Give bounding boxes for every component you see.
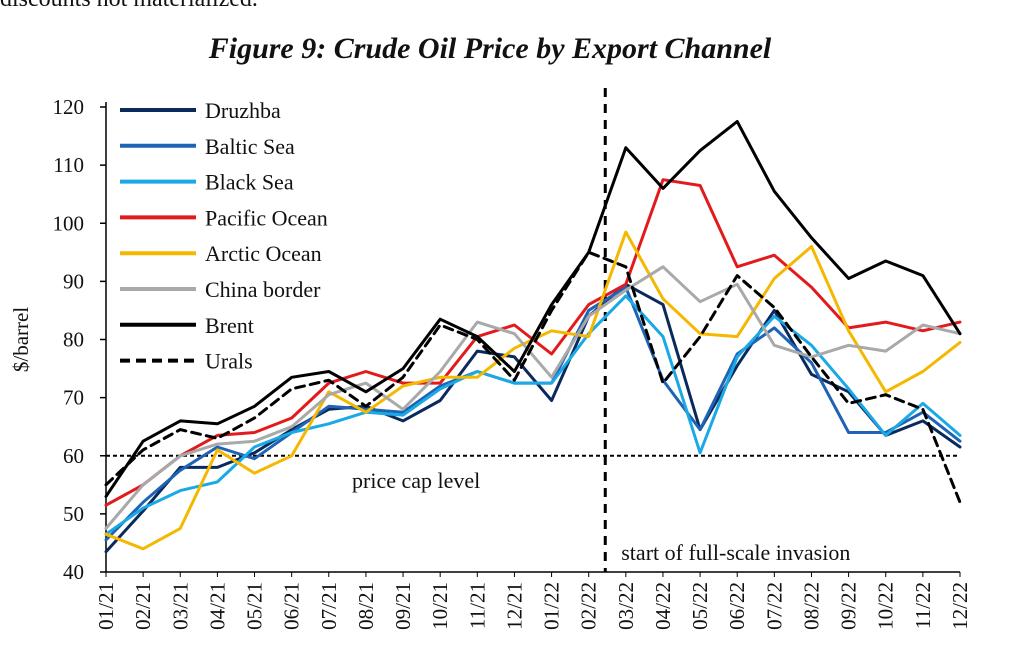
chart-title: Figure 9: Crude Oil Price by Export Chan… [208,32,772,65]
legend-label-china-border: China border [205,277,321,302]
x-tick-label: 05/21 [243,582,267,630]
preceding-text-fragment: discounts not materialized. [0,0,258,13]
x-tick-label: 07/21 [317,582,341,630]
x-tick-label: 01/21 [94,582,118,630]
x-tick-label: 07/22 [762,582,786,630]
y-axis-title: $/barrel [9,307,33,372]
series-line-brent [104,120,962,498]
x-tick-label: 10/21 [428,582,452,630]
x-tick-label: 03/22 [614,582,638,630]
x-tick-label: 09/21 [391,582,415,630]
x-tick-label: 04/22 [651,582,675,630]
x-tick-label: 08/21 [354,582,378,630]
price-cap-label: price cap level [352,468,480,493]
x-tick-label: 11/22 [911,582,935,629]
y-tick-label: 70 [63,386,84,410]
legend-label-arctic-ocean: Arctic Ocean [205,241,322,266]
invasion-label: start of full-scale invasion [621,540,850,565]
x-tick-label: 01/22 [540,582,564,630]
legend-label-brent: Brent [205,313,254,338]
x-tick-label: 10/22 [874,582,898,630]
legend-label-baltic-sea: Baltic Sea [205,134,295,159]
x-tick-label: 09/22 [837,582,861,630]
series-line-china-border [104,265,962,530]
legend-label-black-sea: Black Sea [205,170,294,195]
legend-label-urals: Urals [205,349,253,374]
y-tick-label: 50 [63,502,84,526]
x-tick-label: 12/22 [948,582,972,630]
x-tick-label: 02/21 [131,582,155,630]
legend-label-pacific-ocean: Pacific Ocean [205,205,328,230]
legend-label-druzhba: Druzhba [205,98,281,123]
y-tick-label: 80 [63,328,84,352]
series-line-black-sea [104,294,962,536]
y-tick-label: 60 [63,444,84,468]
y-tick-label: 120 [53,95,85,119]
y-tick-label: 40 [63,560,84,584]
x-tick-label: 12/21 [502,582,526,630]
x-tick-label: 11/21 [465,582,489,629]
x-tick-label: 04/21 [205,582,229,630]
x-tick-label: 03/21 [168,582,192,630]
y-tick-label: 110 [53,153,84,177]
y-tick-label: 90 [63,269,84,293]
x-tick-label: 08/22 [799,582,823,630]
series-line-urals [104,250,962,504]
y-tick-label: 100 [53,211,85,235]
x-tick-label: 06/22 [725,582,749,630]
x-tick-label: 06/21 [280,582,304,630]
x-tick-label: 05/22 [688,582,712,630]
x-tick-label: 02/22 [577,582,601,630]
